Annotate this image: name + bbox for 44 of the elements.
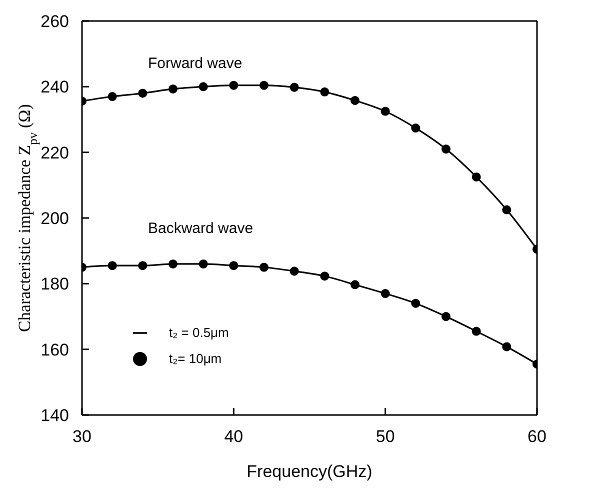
legend-label: t₂ = 0.5μm [169, 325, 229, 340]
x-tick-label: 60 [528, 427, 546, 446]
point [380, 289, 390, 298]
point [259, 80, 269, 90]
legend-label: t₂= 10μm [169, 351, 222, 366]
point [108, 261, 117, 270]
point [290, 82, 299, 92]
y-tick-label: 200 [40, 209, 69, 228]
point [472, 326, 481, 336]
y-tick-label: 160 [40, 340, 69, 360]
point [168, 84, 178, 94]
point [290, 266, 299, 276]
annotation: Backward wave [148, 220, 254, 237]
x-axis-title: Frequency(GHz) [246, 462, 372, 481]
point [320, 272, 330, 281]
point [138, 88, 148, 98]
point [350, 280, 360, 290]
annotation: Forward wave [148, 55, 242, 72]
x-tick-label: 40 [224, 427, 244, 446]
y-tick-label: 140 [40, 406, 69, 426]
point [138, 261, 148, 270]
point [502, 205, 512, 214]
y-tick-label: 220 [40, 143, 69, 162]
x-tick-label: 50 [376, 427, 395, 446]
point [411, 298, 420, 308]
point [229, 261, 238, 270]
point [380, 106, 390, 116]
y-tick-label: 260 [40, 12, 69, 32]
point [441, 312, 451, 322]
point [472, 172, 481, 182]
point [229, 80, 238, 90]
point [108, 92, 117, 102]
point [168, 259, 178, 268]
y-tick-label: 180 [40, 274, 69, 294]
point [350, 96, 360, 105]
point [320, 87, 330, 96]
y-tick-label: 240 [40, 78, 69, 97]
point [198, 82, 208, 92]
point [198, 259, 208, 268]
point [259, 262, 269, 272]
x-tick-label: 30 [72, 427, 92, 446]
point [502, 342, 512, 352]
point [441, 144, 451, 154]
point [411, 124, 420, 133]
